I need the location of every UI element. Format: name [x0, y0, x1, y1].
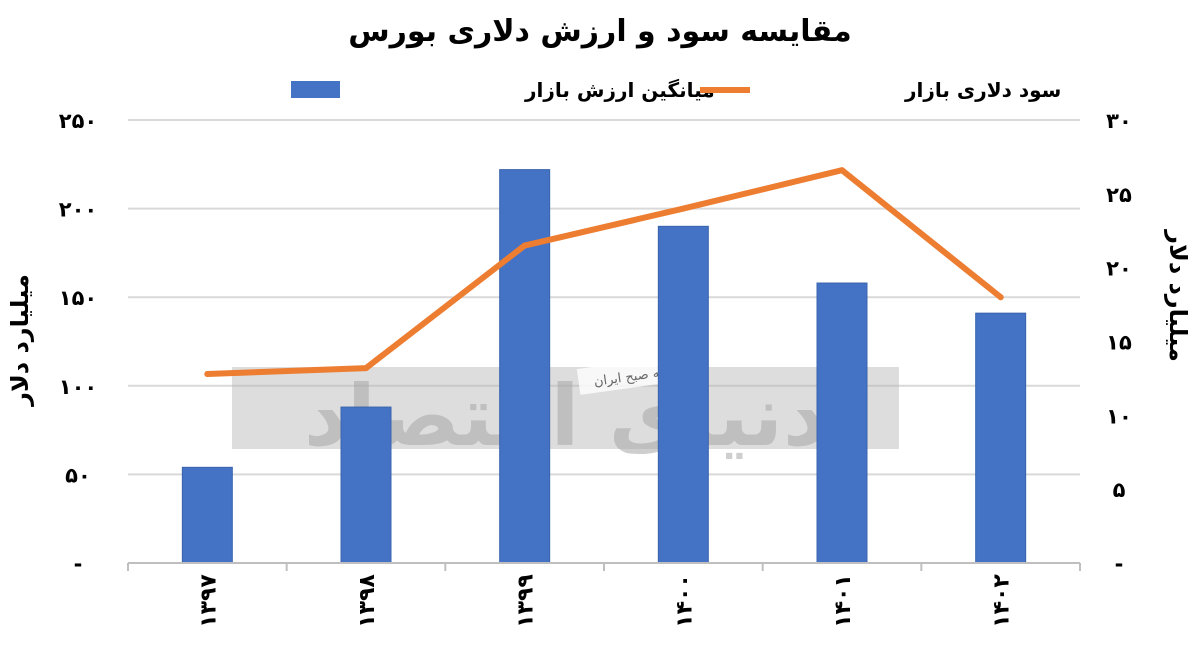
legend-bar-label: میانگین ارزش بازار — [524, 78, 715, 102]
bar — [657, 225, 709, 564]
y-right-tick-label: ۵ — [1113, 478, 1126, 502]
x-tick-label: ۱۴۰۱ — [831, 574, 856, 628]
line-point — [839, 167, 845, 174]
y-left-tick-label: ۲۵۰ — [59, 109, 97, 133]
y-left-tick-label: ۵۰ — [65, 463, 91, 487]
bar — [975, 312, 1027, 564]
x-axis: ۱۳۹۷ ۱۳۹۸ ۱۳۹۹ ۱۴۰۰ ۱۴۰۱ ۱۴۰۲ — [127, 562, 1081, 628]
x-tick-label: ۱۳۹۷ — [196, 574, 221, 628]
line-point — [521, 242, 528, 249]
bar — [181, 466, 233, 564]
y-axis-left-label: میلیارد دلار — [6, 274, 34, 407]
bar — [340, 406, 392, 564]
line-path — [204, 167, 1004, 377]
line-point — [997, 294, 1004, 301]
bar — [499, 169, 551, 564]
y-right-tick-label: ۲۰ — [1106, 257, 1132, 281]
chart-title: مقایسه سود و ارزش دلاری بورس — [348, 14, 851, 49]
bar-series — [181, 169, 1027, 564]
legend: میانگین ارزش بازار سود دلاری بازار — [291, 78, 1061, 102]
x-tick-label: ۱۳۹۹ — [514, 574, 539, 628]
line-point — [680, 205, 687, 212]
y-right-tick-label: ۲۵ — [1106, 183, 1132, 207]
y-right-tick-label: ۱۰ — [1106, 404, 1132, 428]
y-left-tick-label: ۲۰۰ — [59, 198, 97, 222]
x-tick-label: ۱۴۰۰ — [672, 574, 697, 628]
y-left-tick-label: ۱۵۰ — [59, 286, 97, 310]
legend-bar-swatch — [291, 81, 340, 98]
x-tick-label: ۱۴۰۲ — [990, 574, 1015, 628]
y-axis-right-label: میلیارد دلار — [1164, 229, 1192, 362]
line-series — [204, 167, 1004, 377]
y-right-tick-label: - — [1115, 552, 1124, 576]
legend-line-label: سود دلاری بازار — [904, 78, 1061, 102]
x-tick-label: ۱۳۹۸ — [355, 574, 380, 628]
line-point — [204, 370, 211, 377]
y-axis-left: - ۵۰ ۱۰۰ ۱۵۰ ۲۰۰ ۲۵۰ — [59, 109, 97, 576]
y-axis-right: - ۵ ۱۰ ۱۵ ۲۰ ۲۵ ۳۰ — [1106, 109, 1132, 576]
bar — [816, 282, 868, 564]
y-left-tick-label: - — [74, 552, 83, 576]
y-right-tick-label: ۳۰ — [1106, 109, 1132, 133]
y-left-tick-label: ۱۰۰ — [59, 375, 97, 399]
y-right-tick-label: ۱۵ — [1106, 331, 1132, 355]
line-point — [363, 365, 369, 372]
